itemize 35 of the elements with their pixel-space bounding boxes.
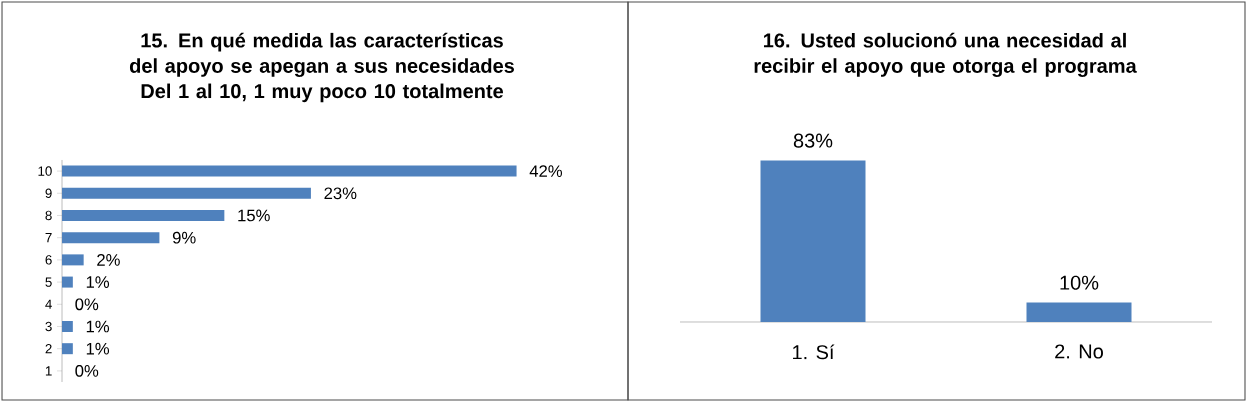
- y-tick-label: 5: [45, 277, 52, 287]
- bar: [62, 320, 73, 332]
- bar: [62, 165, 517, 177]
- data-label: 42%: [529, 165, 563, 177]
- chart-title: 15. En qué medida las características del apoyo se apegan a sus necesidades: [129, 32, 514, 77]
- bar: [62, 343, 73, 355]
- y-tick-label: 6: [45, 255, 52, 265]
- y-tick-label: 9: [45, 188, 52, 198]
- data-label: 9%: [172, 231, 196, 244]
- y-tick-label: 8: [45, 210, 52, 221]
- bar: [62, 187, 311, 199]
- y-tick-label: 10: [38, 166, 52, 176]
- x-tick-label: 2. No: [1055, 344, 1103, 359]
- y-tick-label: 1: [45, 366, 52, 376]
- data-label: 1%: [86, 342, 110, 355]
- y-tick-label: 3: [45, 321, 52, 332]
- data-label: 0%: [75, 364, 99, 377]
- y-tick-label: 7: [45, 233, 52, 243]
- chart-title: 16. Usted solucionó una necesidad al recibir el apoyo que otorga el programa: [754, 32, 1137, 77]
- data-label: 2%: [97, 254, 120, 266]
- chart-subtitle: Del 1 al 10, 1 muy poco 10 totalmente: [141, 83, 504, 103]
- bar: [62, 232, 160, 244]
- data-label: 0%: [75, 298, 99, 311]
- bar: [62, 276, 73, 288]
- x-tick-label: 1. Sí: [793, 344, 835, 360]
- data-label: 83%: [793, 133, 833, 148]
- data-label: 15%: [238, 209, 270, 222]
- data-label: 10%: [1060, 275, 1099, 290]
- bar: [62, 254, 84, 266]
- y-tick-label: 4: [45, 299, 52, 309]
- data-label: 1%: [86, 276, 110, 288]
- data-label: 23%: [324, 187, 357, 200]
- y-tick-label: 2: [45, 344, 52, 354]
- data-label: 1%: [86, 320, 110, 333]
- bar: [62, 209, 225, 221]
